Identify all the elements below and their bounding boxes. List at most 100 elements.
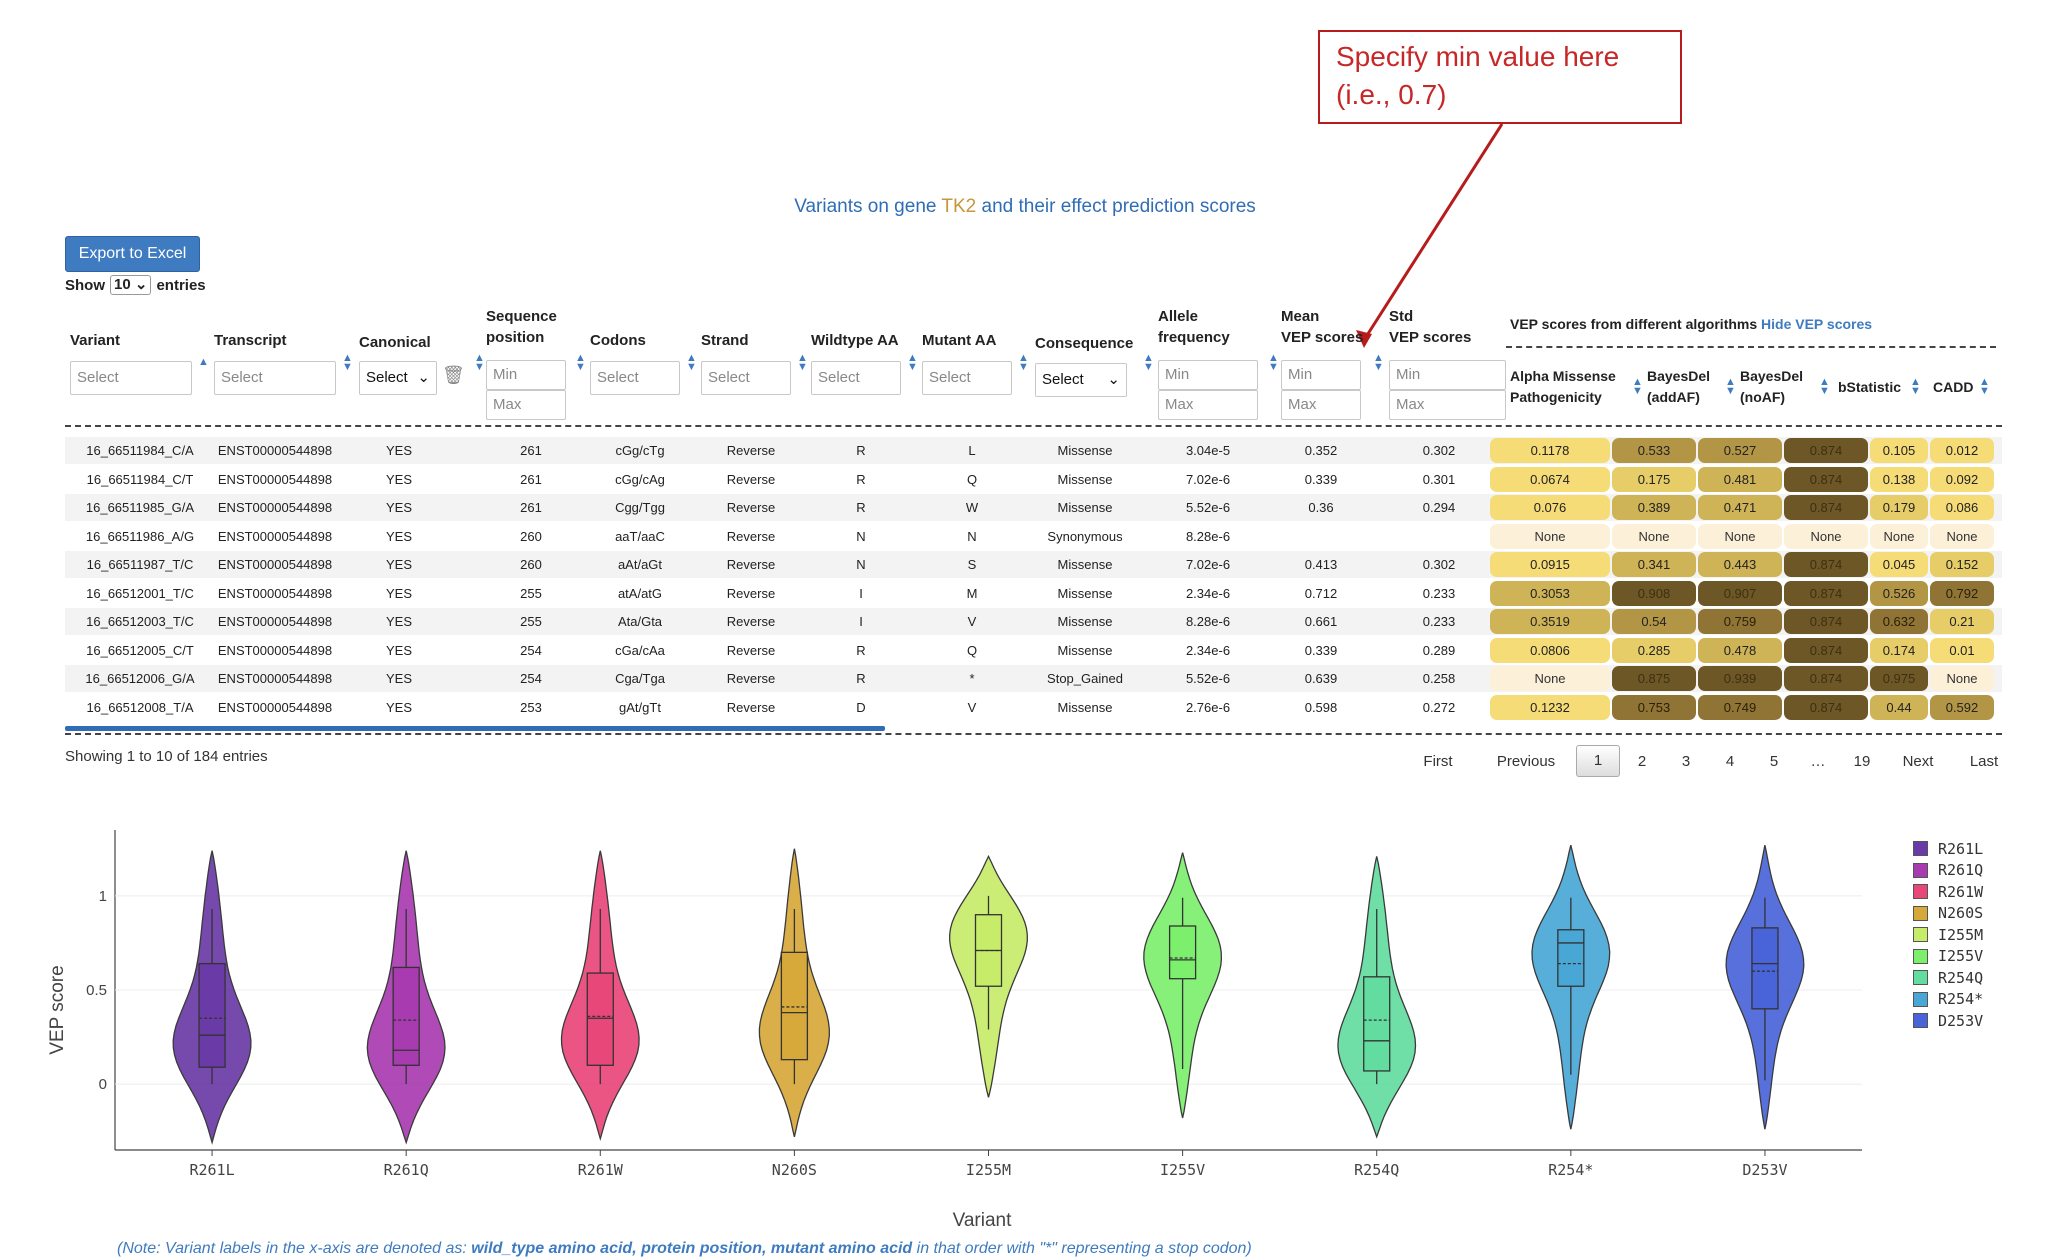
header-std-vep[interactable]: Std VEP scores	[1389, 308, 1472, 346]
legend-item[interactable]: D253V	[1913, 1010, 1983, 1031]
score-bstat-hidden: 0.874	[1784, 438, 1868, 463]
sort-icon[interactable]: ▲ ▼	[342, 352, 353, 373]
sort-icon[interactable]: ▲ ▼	[1018, 352, 1029, 373]
cell-consequence: Missense	[1057, 614, 1113, 629]
table-row[interactable]: 16_66512006_G/A ENST00000544898 YES 254 Cga/…	[65, 665, 2002, 692]
header-bayesdel-noaf[interactable]: BayesDel (noAF)	[1740, 368, 1804, 405]
cell-wt: I	[859, 585, 863, 601]
std-vep-max-input[interactable]: Max	[1389, 390, 1506, 420]
export-excel-button[interactable]: Export to Excel	[65, 236, 200, 272]
consequence-filter-select[interactable]: Select ⌄	[1035, 363, 1127, 397]
strand-filter-input[interactable]: Select	[701, 361, 791, 395]
header-variant[interactable]: Variant	[70, 332, 121, 349]
sort-icon[interactable]: ▲ ▼	[1979, 376, 1990, 397]
header-cadd[interactable]: CADD	[1933, 379, 1974, 395]
header-bayesdel-addaf[interactable]: BayesDel (addAF)	[1647, 368, 1711, 405]
position-max-input[interactable]: Max	[486, 390, 566, 420]
header-consequence[interactable]: Consequence	[1035, 335, 1134, 352]
header-strand[interactable]: Strand	[701, 332, 749, 349]
table-row[interactable]: 16_66512001_T/C ENST00000544898 YES 255 atA/…	[65, 579, 2002, 607]
legend-item[interactable]: R254*	[1913, 989, 1983, 1010]
page-19[interactable]: 19	[1853, 752, 1871, 770]
sort-icon[interactable]: ▲ ▼	[686, 352, 697, 373]
header-transcript[interactable]: Transcript	[214, 332, 287, 349]
header-alpha-missense[interactable]: Alpha Missense Pathogenicity	[1510, 368, 1616, 405]
header-mutant-aa[interactable]: Mutant AA	[922, 332, 997, 349]
table-row[interactable]: 16_66511987_T/C ENST00000544898 YES 260 aAt/…	[65, 551, 2002, 578]
header-sequence-position[interactable]: Sequence position	[486, 308, 557, 346]
codons-filter-input[interactable]: Select	[590, 361, 680, 395]
page-last[interactable]: Last	[1969, 752, 1999, 770]
table-row[interactable]: 16_66511984_C/T ENST00000544898 YES 261 cGg/…	[65, 465, 2002, 493]
sort-icon[interactable]: ▲ ▼	[1632, 376, 1643, 397]
page-first[interactable]: First	[1423, 752, 1453, 770]
legend-item[interactable]: R261L	[1913, 838, 1983, 859]
variant-filter-input[interactable]: Select	[70, 361, 192, 395]
header-wildtype-aa[interactable]: Wildtype AA	[811, 332, 899, 349]
page-5[interactable]: 5	[1769, 752, 1779, 770]
entries-select[interactable]: 10 ⌄	[110, 275, 152, 295]
std-vep-min-input[interactable]: Min	[1389, 360, 1506, 390]
sort-icon[interactable]: ▲ ▼	[474, 352, 485, 373]
score-alpha: 0.3053	[1490, 580, 1610, 606]
legend-swatch	[1913, 841, 1928, 856]
transcript-filter-input[interactable]: Select	[214, 361, 336, 395]
sort-icon[interactable]: ▲ ▼	[907, 352, 918, 373]
legend-item[interactable]: R261Q	[1913, 860, 1983, 881]
table-row[interactable]: 16_66511986_A/G ENST00000544898 YES 260 aaT/…	[65, 522, 2002, 550]
sort-icon[interactable]: ▲ ▼	[1910, 376, 1921, 397]
wildtype-filter-input[interactable]: Select	[811, 361, 901, 395]
legend-item[interactable]: I255M	[1913, 924, 1983, 945]
page-1[interactable]: 1	[1576, 745, 1620, 777]
cell-mean: 0.712	[1304, 585, 1338, 601]
allele-min-input[interactable]: Min	[1158, 360, 1258, 390]
page-4[interactable]: 4	[1725, 752, 1735, 770]
sort-icon[interactable]: ▲	[198, 356, 209, 368]
sort-icon[interactable]: ▲ ▼	[575, 352, 586, 373]
page-previous[interactable]: Previous	[1496, 752, 1556, 770]
header-codons[interactable]: Codons	[590, 332, 646, 349]
table-row[interactable]: 16_66512005_C/T ENST00000544898 YES 254 cGa/…	[65, 636, 2002, 664]
score-bayes-no: 0.471	[1698, 495, 1782, 520]
cell-wt: D	[856, 699, 866, 715]
table-row[interactable]: 16_66512008_T/A ENST00000544898 YES 253 gAt/…	[65, 693, 2002, 721]
legend-item[interactable]: N260S	[1913, 903, 1983, 924]
legend-swatch	[1913, 991, 1928, 1007]
horizontal-scrollbar[interactable]	[65, 726, 885, 731]
sort-icon[interactable]: ▲ ▼	[797, 352, 808, 373]
box	[1557, 929, 1585, 987]
table-row[interactable]: 16_66511984_C/A ENST00000544898 YES 261 cGg/…	[65, 437, 2002, 464]
header-divider	[65, 425, 2002, 427]
allele-max-input[interactable]: Max	[1158, 390, 1258, 420]
cell-transcript: ENST00000544898	[217, 614, 333, 629]
mutant-filter-input[interactable]: Select	[922, 361, 1012, 395]
page-2[interactable]: 2	[1637, 752, 1647, 770]
legend-label: R254Q	[1938, 968, 1984, 987]
hide-vep-link[interactable]: Hide VEP scores	[1761, 316, 1873, 332]
sort-icon[interactable]: ▲ ▼	[1373, 352, 1384, 373]
box	[198, 962, 226, 1068]
page-3[interactable]: 3	[1681, 752, 1691, 770]
trash-icon[interactable]: 🗑	[442, 365, 465, 385]
legend-item[interactable]: R254Q	[1913, 967, 1983, 988]
mean-vep-max-input[interactable]: Max	[1281, 390, 1361, 420]
position-min-input[interactable]: Min	[486, 360, 566, 390]
mean-vep-min-input[interactable]: Min	[1281, 360, 1361, 390]
legend-label: N260S	[1938, 904, 1984, 922]
page-next[interactable]: Next	[1902, 752, 1934, 770]
sort-icon[interactable]: ▲ ▼	[1725, 376, 1736, 397]
header-allele-frequency[interactable]: Allele frequency	[1158, 308, 1230, 346]
header-canonical[interactable]: Canonical	[359, 334, 431, 351]
header-bstatistic[interactable]: bStatistic	[1838, 379, 1902, 395]
header-mean-vep[interactable]: Mean VEP scores	[1281, 308, 1364, 346]
cell-strand: Reverse	[726, 471, 776, 487]
table-row[interactable]: 16_66512003_T/C ENST00000544898 YES 255 Ata/…	[65, 608, 2002, 635]
sort-icon[interactable]: ▲ ▼	[1143, 352, 1154, 373]
canonical-filter-select[interactable]: Select ⌄	[359, 361, 437, 395]
table-row[interactable]: 16_66511985_G/A ENST00000544898 YES 261 Cgg/…	[65, 494, 2002, 521]
cell-codons: aaT/aaC	[615, 528, 665, 544]
sort-icon[interactable]: ▲ ▼	[1819, 376, 1830, 397]
legend-item[interactable]: I255V	[1913, 946, 1983, 967]
sort-icon[interactable]: ▲ ▼	[1268, 352, 1279, 373]
legend-item[interactable]: R261W	[1913, 881, 1983, 902]
